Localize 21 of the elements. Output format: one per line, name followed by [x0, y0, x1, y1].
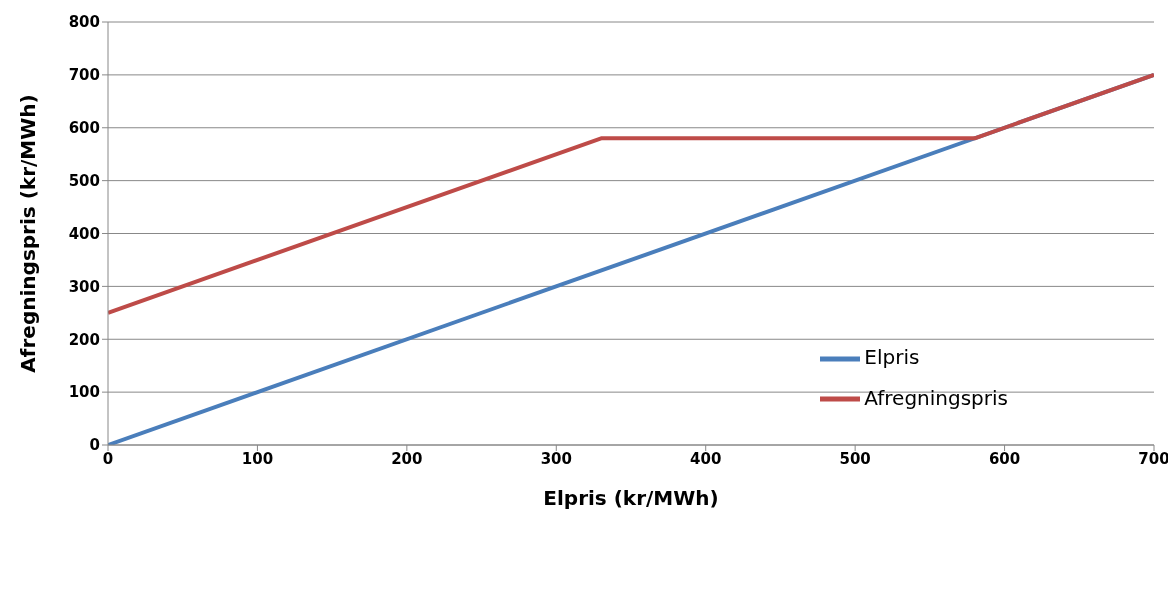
y-tick-label: 300	[68, 277, 100, 296]
y-tick-label: 0	[89, 436, 100, 455]
x-tick-label: 200	[391, 449, 423, 468]
y-tick-label: 400	[68, 224, 100, 243]
x-tick-label: 300	[540, 449, 572, 468]
x-tick-label: 700	[1138, 449, 1170, 468]
x-tick-label: 0	[102, 449, 114, 468]
legend-label: Elpris	[864, 345, 920, 369]
y-axis-title: Afregningspris (kr/MWh)	[16, 94, 41, 373]
y-tick-label: 200	[68, 330, 100, 349]
y-tick-label: 100	[68, 383, 100, 402]
x-axis-title: Elpris (kr/MWh)	[543, 486, 719, 510]
y-tick-label: 700	[68, 66, 100, 85]
x-tick-label: 400	[690, 449, 722, 468]
x-tick-label: 600	[988, 449, 1021, 468]
legend-label: Afregningspris	[864, 385, 1008, 410]
y-tick-label: 500	[68, 171, 100, 190]
y-tick-label: 800	[68, 13, 100, 32]
x-tick-label: 100	[241, 449, 274, 468]
y-tick-label: 600	[68, 119, 100, 138]
x-tick-label: 500	[839, 449, 871, 468]
